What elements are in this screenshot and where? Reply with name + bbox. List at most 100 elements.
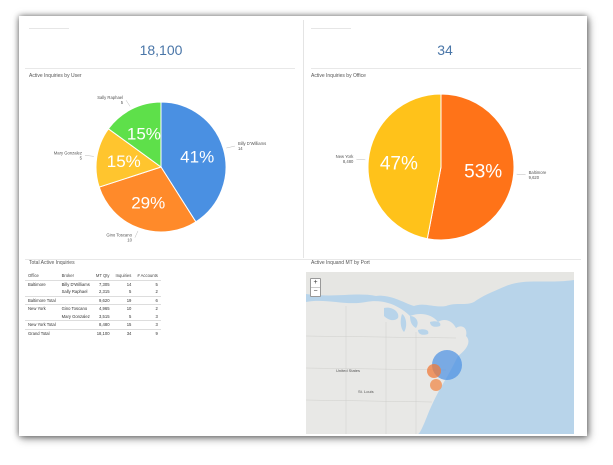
pie-office-percent-label: 47% — [380, 154, 418, 175]
cell-accounts: 3 — [134, 320, 161, 330]
pie-office-slice[interactable] — [426, 93, 515, 241]
table-row: New York Total 8,480 15 3 — [25, 320, 161, 330]
cell-mt-qty: 18,100 — [96, 330, 110, 336]
lake-ontario — [430, 321, 441, 327]
pie-office-title: Active Inquiries by Office — [311, 73, 366, 79]
lake-huron — [410, 316, 418, 328]
cell-broker: Sally Raphael — [58, 288, 93, 297]
total-mt-qty-kpi: 18,100 — [139, 42, 183, 58]
cell-accounts: 6 — [134, 296, 161, 305]
cell-inquiries: 19 — [112, 296, 135, 305]
col-mt-qty[interactable]: MT Qty — [92, 272, 113, 281]
cell-broker: Gino Toscano — [61, 306, 88, 311]
col-office[interactable]: Office — [25, 272, 59, 281]
table-title: Total Active Inquiries — [29, 260, 75, 266]
cell-accounts: 9 — [155, 330, 158, 336]
zoom-out-button[interactable]: − — [311, 287, 320, 296]
pie-user-percent-label: 15% — [107, 152, 141, 171]
cell-inquiries: 10 — [126, 306, 132, 311]
lake-superior — [384, 307, 399, 321]
cell-broker: Billy D'Williams — [61, 281, 90, 287]
table-row: New York Gino Toscano 4,965 10 2 — [25, 305, 161, 313]
cell-mt-qty: 7,305 — [99, 281, 110, 287]
pie-user-legend-name: Mary Gonzalez — [54, 150, 82, 155]
cell-inquiries: 5 — [112, 288, 135, 297]
baltimore-port-bubble[interactable] — [427, 364, 441, 378]
table-row: Baltimore Total 9,620 19 6 — [25, 296, 161, 305]
table-row: Sally Raphael 2,315 5 2 — [25, 288, 161, 297]
lake-erie — [418, 329, 429, 335]
port-map[interactable]: United States St. Louis + − — [306, 272, 574, 434]
cell-office: Grand Total — [28, 330, 50, 336]
cell-broker — [58, 296, 93, 305]
pie-user-leader-line — [134, 230, 139, 238]
kpi-left-header-line — [29, 28, 69, 29]
pie-office-legend-name: New York — [336, 154, 355, 159]
inquiries-table: Office Broker MT Qty Inquiries # Account… — [25, 272, 161, 337]
cell-broker — [58, 320, 93, 330]
cell-mt-qty: 9,620 — [92, 296, 113, 305]
pie-user-legend-name: Gino Toscano — [106, 233, 132, 238]
pie-user-legend-name: Billy D'Williams — [238, 141, 266, 146]
cell-office: Baltimore Total — [25, 296, 59, 305]
map-zoom-control: + − — [310, 278, 321, 297]
cell-mt-qty: 2,315 — [92, 288, 113, 297]
cell-office — [25, 312, 59, 321]
cell-broker — [59, 329, 93, 337]
map-svg — [306, 272, 574, 434]
pie-user-leader-line — [125, 100, 131, 107]
table-body: Baltimore Billy D'Williams 7,305 14 5 Sally R… — [25, 280, 161, 337]
table-row: Grand Total 18,100 34 9 — [25, 329, 161, 337]
pie-user-legend-count: 5 — [80, 155, 83, 160]
cell-inquiries: 14 — [126, 281, 132, 287]
pie-user-slice[interactable] — [98, 166, 197, 233]
cell-mt-qty: 3,515 — [92, 312, 113, 321]
table-row: Baltimore Billy D'Williams 7,305 14 5 — [25, 280, 161, 288]
pie-user-leader-line — [226, 145, 235, 149]
cell-inquiries: 15 — [112, 320, 135, 330]
pie-user-percent-label: 29% — [131, 193, 165, 212]
cell-accounts: 5 — [155, 281, 158, 287]
cell-inquiries: 5 — [112, 312, 135, 321]
canada-land — [306, 272, 574, 307]
column-divider — [303, 20, 304, 258]
pie-user-slice[interactable] — [107, 101, 162, 168]
city-label: St. Louis — [358, 389, 374, 394]
table-header-row: Office Broker MT Qty Inquiries # Account… — [25, 272, 161, 281]
cell-office: Baltimore — [28, 281, 46, 287]
norfolk-port-bubble[interactable] — [430, 379, 442, 391]
total-inquiries-kpi: 34 — [437, 42, 453, 58]
lake-michigan — [400, 314, 407, 332]
cell-inquiries: 34 — [126, 330, 132, 336]
col-inquiries[interactable]: Inquiries — [112, 272, 135, 281]
pie-user-percent-label: 15% — [127, 124, 161, 143]
pie-office-percent-label: 53% — [464, 162, 502, 183]
pie-user-slice[interactable] — [95, 128, 163, 188]
kpi-divider-right — [311, 68, 581, 69]
state-borders — [306, 306, 457, 434]
cell-broker: Mary Gonzalez — [58, 312, 93, 321]
zoom-in-button[interactable]: + — [313, 279, 318, 286]
pie-office-slice[interactable] — [367, 93, 442, 240]
pie-user-percent-label: 41% — [180, 147, 214, 166]
section-divider — [25, 259, 581, 260]
pie-user-legend-count: 5 — [121, 100, 124, 105]
kpi-right-header-line — [311, 28, 351, 29]
pie-user-leader-line — [84, 155, 94, 157]
cell-mt-qty: 4,965 — [99, 306, 110, 311]
pie-office-legend-count: 8,480 — [343, 159, 354, 164]
kpi-divider-left — [25, 68, 295, 69]
col-accounts[interactable]: # Accounts — [134, 272, 161, 281]
pie-office-legend-count: 9,620 — [529, 175, 540, 180]
table-row: Mary Gonzalez 3,515 5 3 — [25, 312, 161, 321]
cell-office: New York Total — [25, 320, 59, 330]
pie-user-legend-count: 10 — [127, 238, 132, 243]
pie-office-leader-line — [356, 158, 366, 161]
col-broker[interactable]: Broker — [58, 272, 93, 281]
map-title: Active Inquand MT by Port — [311, 260, 370, 266]
dashboard-frame: 18,100 34 Active Inquiries by User Activ… — [19, 16, 587, 436]
country-label: United States — [336, 368, 361, 373]
cell-accounts: 2 — [134, 288, 161, 297]
